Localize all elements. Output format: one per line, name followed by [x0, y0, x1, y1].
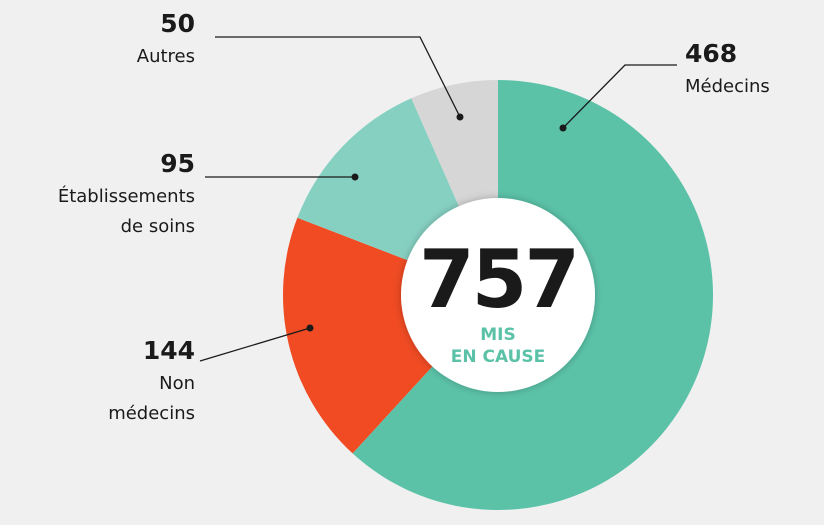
- category-label: Établissements de soins: [58, 185, 195, 237]
- total: 757: [419, 233, 577, 326]
- category-label: Non médecins: [108, 373, 195, 424]
- leader-dot: [456, 113, 464, 121]
- category-label: Autres: [137, 46, 195, 67]
- value-label: 468: [685, 39, 737, 68]
- value-label: 50: [160, 9, 195, 38]
- leader-dot: [559, 124, 567, 132]
- leader-line: [562, 64, 677, 129]
- category-label: Médecins: [685, 76, 770, 97]
- value-label: 95: [160, 149, 195, 178]
- center-label: MIS EN CAUSE: [451, 325, 546, 367]
- leader-dot: [351, 173, 359, 181]
- leader-dot: [306, 324, 314, 332]
- donut-hole: [401, 198, 595, 392]
- leader-line: [199, 327, 311, 362]
- value-label: 144: [143, 336, 195, 365]
- leader-line: [215, 36, 461, 118]
